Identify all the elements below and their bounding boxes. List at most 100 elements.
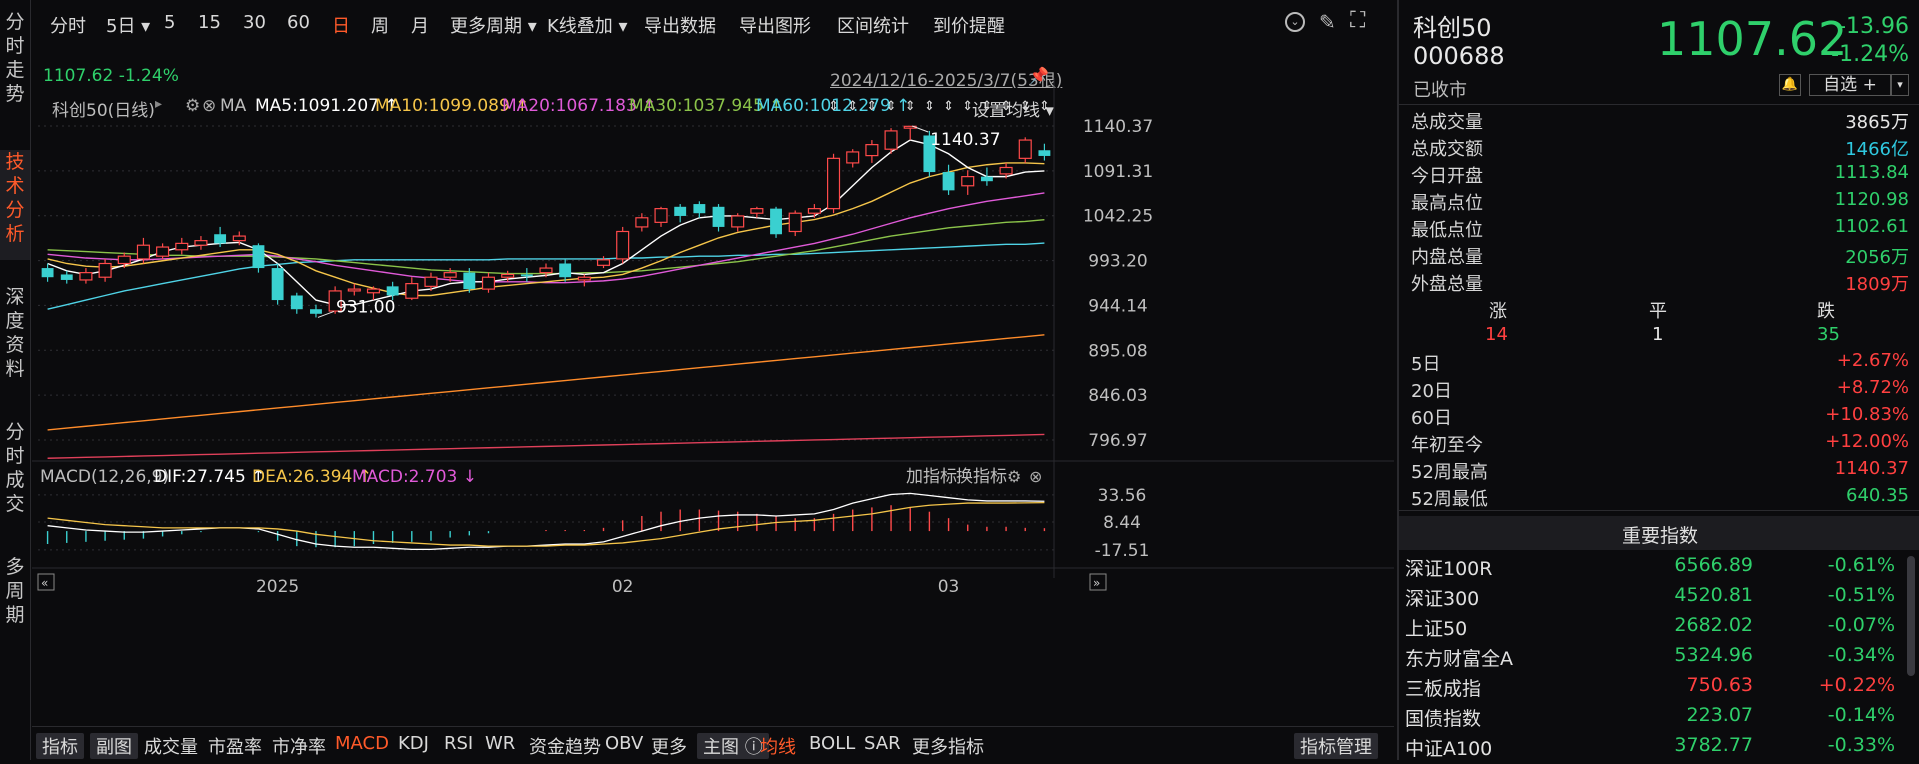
indicator-manage-button[interactable]: 指标管理 xyxy=(1294,733,1378,759)
stat-value: 1120.98 xyxy=(1834,189,1909,210)
candle-body xyxy=(232,235,246,242)
indicator-volume[interactable]: 成交量 xyxy=(144,737,198,758)
kline-chart[interactable]: 1140.37 1091.31 1042.25 993.20 944.14 895.08 8… xyxy=(32,48,1394,726)
index-row[interactable]: 国债指数 223.07 -0.14% xyxy=(1405,704,1895,734)
indicator-more[interactable]: 更多 xyxy=(651,737,687,758)
close-circle-icon[interactable]: ⊗ xyxy=(202,96,217,116)
candle-body xyxy=(41,268,54,278)
breadth-flat-label: 平 xyxy=(1649,301,1667,322)
period-daily[interactable]: 日 xyxy=(332,16,350,37)
scroll-right-button[interactable] xyxy=(1089,573,1107,591)
period-5min[interactable]: 5 xyxy=(164,12,176,33)
add-watchlist-button[interactable]: 自选 + xyxy=(1809,74,1891,96)
range-stats-button[interactable]: 区间统计 xyxy=(837,16,909,37)
period-5day[interactable]: 5日 ▾ xyxy=(106,16,151,37)
fullscreen-icon[interactable]: ⛶ xyxy=(1350,8,1366,33)
candle-body xyxy=(424,276,438,287)
export-data-button[interactable]: 导出数据 xyxy=(644,16,716,37)
index-row-change: -0.14% xyxy=(1827,704,1895,726)
date-range[interactable]: 2024/12/16-2025/3/7(53根) xyxy=(830,71,1063,91)
overlay-ma[interactable]: 均线 xyxy=(760,737,796,758)
index-row[interactable]: 三板成指 750.63 +0.22% xyxy=(1405,674,1895,704)
candle-body xyxy=(596,259,611,266)
indicator-kdj[interactable]: KDJ xyxy=(398,733,429,754)
index-row[interactable]: 深证100R 6566.89 -0.61% xyxy=(1405,554,1895,584)
index-row-name: 深证300 xyxy=(1405,588,1480,610)
y-tick-label: 944.14 xyxy=(1088,296,1147,316)
chevron-down-circle-icon[interactable]: ⌄ xyxy=(1285,12,1305,32)
period-monthly[interactable]: 月 xyxy=(411,16,429,37)
candle-body xyxy=(520,274,533,277)
indicator-tab[interactable]: 指标 xyxy=(36,733,84,759)
indicator-fund-trend[interactable]: 资金趋势 xyxy=(529,737,601,758)
indicator-pb[interactable]: 市净率 xyxy=(272,737,326,758)
main-chart-tab[interactable]: 主图 ⓘ xyxy=(697,733,769,759)
tab-intraday[interactable]: 分时走势 xyxy=(5,11,25,105)
period-15min[interactable]: 15 xyxy=(198,12,221,33)
candle-body xyxy=(366,288,381,294)
index-row[interactable]: 深证300 4520.81 -0.51% xyxy=(1405,584,1895,614)
stat-label: 外盘总量 xyxy=(1411,274,1483,295)
index-row-price: 223.07 xyxy=(1686,704,1753,726)
index-code: 000688 xyxy=(1413,42,1505,70)
ma-settings-dropdown[interactable]: 设置均线 ▾ xyxy=(972,101,1054,121)
expand-arrow-icon[interactable]: ▸ xyxy=(155,96,163,112)
overlay-boll[interactable]: BOLL xyxy=(809,733,856,754)
pin-icon[interactable]: 📌 xyxy=(1029,66,1049,85)
scrollbar[interactable] xyxy=(1907,556,1915,676)
index-row[interactable]: 东方财富全A 5324.96 -0.34% xyxy=(1405,644,1895,674)
candle-body xyxy=(884,130,898,150)
indicator-pe[interactable]: 市盈率 xyxy=(208,737,262,758)
overlay-more-indicators[interactable]: 更多指标 xyxy=(912,737,984,758)
indicator-wr[interactable]: WR xyxy=(485,733,516,754)
brush-icon[interactable]: ✎ xyxy=(1319,10,1336,34)
overlay-sar[interactable]: SAR xyxy=(864,733,901,754)
candle-body xyxy=(60,274,73,280)
more-periods-dropdown[interactable]: 更多周期 ▾ xyxy=(450,16,537,37)
divider xyxy=(1399,510,1919,511)
performance-row: 52周最高 1140.37 xyxy=(1411,458,1909,485)
candle-body xyxy=(770,208,782,235)
stat-value: 1466亿 xyxy=(1845,139,1909,160)
candle-body xyxy=(347,288,361,292)
period-weekly[interactable]: 周 xyxy=(371,16,389,37)
export-chart-button[interactable]: 导出图形 xyxy=(739,16,811,37)
candle-body xyxy=(386,286,399,296)
index-row-change: -0.61% xyxy=(1827,554,1895,576)
tab-technical-analysis[interactable]: 技术分析 xyxy=(0,150,30,260)
price-alert-button[interactable]: 到价提醒 xyxy=(933,16,1005,37)
scroll-left-button[interactable] xyxy=(37,573,55,591)
stat-value: 1102.61 xyxy=(1834,216,1909,237)
market-status: 已收市 xyxy=(1413,80,1467,101)
indicator-rsi[interactable]: RSI xyxy=(444,733,474,754)
period-intraday[interactable]: 分时 xyxy=(50,16,86,37)
index-row-change: -0.07% xyxy=(1827,614,1895,636)
kline-overlay-dropdown[interactable]: K线叠加 ▾ xyxy=(547,16,628,37)
index-row-change: -0.51% xyxy=(1827,584,1895,606)
performance-row: 年初至今 +12.00% xyxy=(1411,431,1909,458)
tab-multi-period[interactable]: 多周期 xyxy=(5,556,25,626)
chevron-down-icon[interactable]: ▾ xyxy=(1891,74,1909,96)
low-label: 931.00 xyxy=(336,297,395,317)
period-30min[interactable]: 30 xyxy=(243,12,266,33)
period-60min[interactable]: 60 xyxy=(287,12,310,33)
candle-body xyxy=(539,267,553,274)
gear-icon[interactable]: ⚙ xyxy=(185,96,201,116)
bell-icon[interactable]: 🔔 xyxy=(1779,74,1801,96)
chart-area[interactable]: 科创50(日线) ▸ ⚙ ⊗ MA MA5:1091.207 ↑ MA10:10… xyxy=(32,48,1394,713)
tab-in-depth-data[interactable]: 深度资料 xyxy=(5,286,25,380)
index-row-price: 6566.89 xyxy=(1674,554,1753,576)
indicator-obv[interactable]: OBV xyxy=(605,733,644,754)
stat-value: 1113.84 xyxy=(1834,162,1909,183)
ma-label: MA xyxy=(220,96,247,116)
candle-body xyxy=(79,272,93,281)
candle-body xyxy=(463,272,476,290)
performance-label: 52周最高 xyxy=(1411,462,1488,483)
sub-chart-tab[interactable]: 副图 xyxy=(90,733,138,759)
index-row-price: 2682.02 xyxy=(1674,614,1753,636)
indicator-macd[interactable]: MACD xyxy=(335,733,389,754)
index-row[interactable]: 中证A100 3782.77 -0.33% xyxy=(1405,734,1895,764)
index-row[interactable]: 上证50 2682.02 -0.07% xyxy=(1405,614,1895,644)
breadth-down-label: 跌 xyxy=(1817,301,1835,322)
tab-intraday-trades[interactable]: 分时成交 xyxy=(5,421,25,515)
